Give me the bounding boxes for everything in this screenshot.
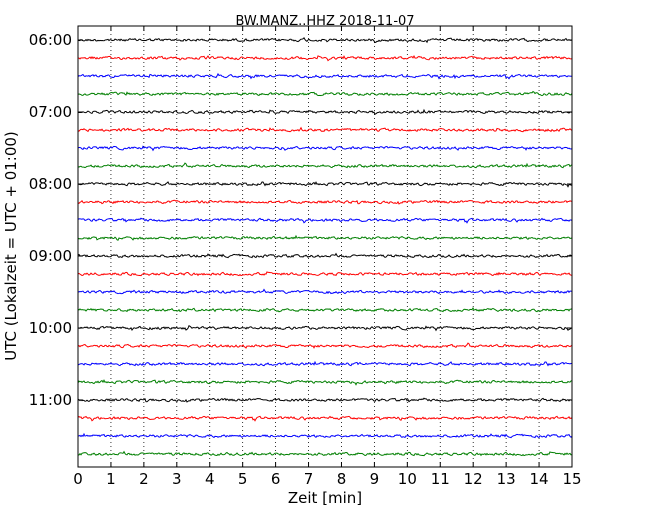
trace-1000 <box>77 325 573 332</box>
traces <box>77 37 573 457</box>
trace-0645 <box>77 90 573 97</box>
y-tick-label: 11:00 <box>29 391 72 409</box>
y-axis-label: UTC (Lokalzeit = UTC + 01:00) <box>2 131 20 361</box>
trace-0745 <box>77 162 573 169</box>
x-tick-label: 4 <box>205 470 215 488</box>
y-tick-label: 09:00 <box>29 247 72 265</box>
y-tick-label: 07:00 <box>29 103 72 121</box>
trace-0600 <box>77 37 573 44</box>
x-tick-label: 15 <box>562 470 581 488</box>
x-tick-label: 5 <box>238 470 248 488</box>
trace-0915 <box>77 271 573 277</box>
x-axis-label: Zeit [min] <box>288 489 362 507</box>
trace-0800 <box>77 181 573 188</box>
trace-0945 <box>77 306 573 313</box>
x-tick-label: 10 <box>398 470 417 488</box>
x-tick-label: 7 <box>304 470 314 488</box>
trace-1130 <box>77 432 573 439</box>
x-tick-label: 14 <box>530 470 549 488</box>
x-tick-label: 0 <box>73 470 83 488</box>
x-tick-label: 13 <box>497 470 516 488</box>
x-tick-label: 3 <box>172 470 182 488</box>
plot-frame <box>77 25 573 468</box>
trace-0815 <box>77 199 573 205</box>
trace-0845 <box>77 234 573 241</box>
x-tick-label: 12 <box>464 470 483 488</box>
x-tick-label: 2 <box>139 470 149 488</box>
trace-1145 <box>77 450 573 457</box>
trace-0615 <box>77 54 573 62</box>
x-axis: 0 1 2 3 4 5 6 7 8 9 10 11 12 13 14 15 <box>73 26 582 488</box>
x-tick-label: 8 <box>337 470 347 488</box>
chart-title: BW.MANZ..HHZ 2018-11-07 <box>235 14 414 29</box>
trace-0830 <box>77 217 573 224</box>
trace-1015 <box>77 342 573 349</box>
x-tick-label: 11 <box>431 470 450 488</box>
y-tick-label: 06:00 <box>29 31 72 49</box>
y-axis: 06:00 07:00 08:00 09:00 10:00 11:00 <box>29 31 572 409</box>
y-tick-label: 10:00 <box>29 319 72 337</box>
trace-0630 <box>77 72 573 80</box>
trace-0900 <box>77 252 573 259</box>
trace-1045 <box>77 379 573 386</box>
y-tick-label: 08:00 <box>29 175 72 193</box>
trace-0930 <box>77 288 573 295</box>
trace-0700 <box>77 108 573 115</box>
trace-1115 <box>77 415 573 422</box>
grid-lines <box>110 26 540 467</box>
trace-0715 <box>77 126 573 133</box>
x-tick-label: 1 <box>106 470 116 488</box>
trace-0730 <box>77 145 573 152</box>
trace-1030 <box>77 360 573 367</box>
x-tick-label: 6 <box>271 470 281 488</box>
trace-1100 <box>77 397 573 403</box>
x-tick-label: 9 <box>370 470 380 488</box>
